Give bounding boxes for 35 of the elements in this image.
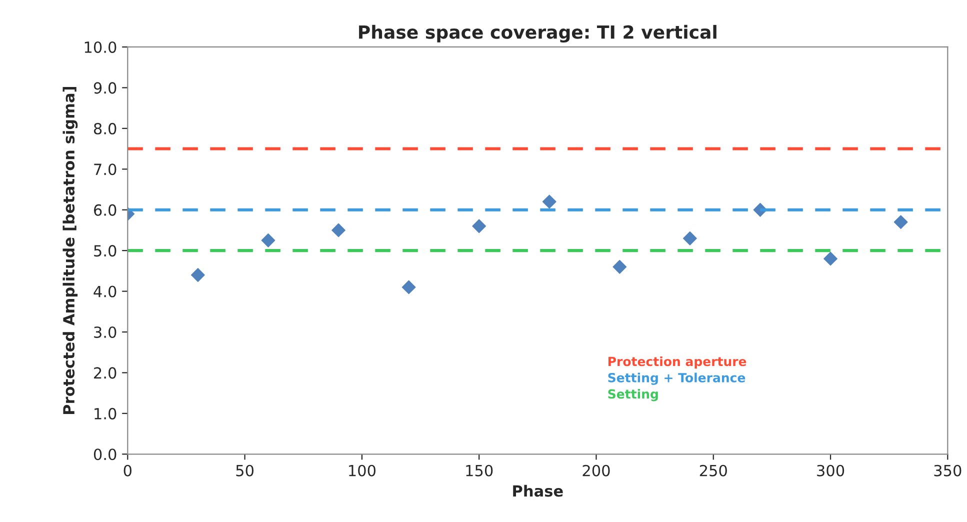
y-tick-label: 2.0	[94, 367, 116, 379]
x-axis-title: Phase	[513, 484, 563, 497]
y-tick-label: 6.0	[94, 204, 116, 216]
point	[472, 219, 486, 234]
point	[682, 231, 697, 246]
point	[824, 252, 838, 266]
x-tick-label: 200	[582, 464, 610, 476]
y-tick-label: 7.0	[94, 164, 116, 176]
chart-title: Phase space coverage: TI 2 vertical	[359, 24, 716, 43]
y-tick-label: 4.0	[94, 286, 116, 298]
y-tick-label: 8.0	[94, 122, 116, 134]
ref-line-label: Protection aperture	[608, 356, 746, 369]
x-tick-label: 50	[236, 464, 254, 476]
ref-line-label: Setting + Tolerance	[608, 372, 746, 385]
x-tick-label: 300	[817, 464, 844, 476]
point	[542, 194, 556, 209]
x-tick-label: 350	[934, 464, 962, 476]
y-tick-label: 9.0	[94, 82, 116, 94]
point	[612, 260, 627, 274]
point	[402, 280, 416, 294]
x-tick-label: 100	[349, 464, 376, 476]
y-axis-title: Protected Amplitude [betatron sigma]	[62, 87, 78, 414]
y-tick-label: 3.0	[94, 326, 116, 338]
point	[261, 233, 276, 248]
y-tick-label: 10.0	[84, 41, 116, 53]
x-tick-label: 150	[466, 464, 493, 476]
y-tick-label: 0.0	[94, 448, 116, 460]
x-tick-label: 250	[700, 464, 727, 476]
ref-line-label: Setting	[608, 389, 658, 402]
point	[190, 268, 205, 282]
point	[332, 223, 346, 238]
point	[894, 215, 908, 230]
y-tick-label: 1.0	[94, 408, 116, 420]
y-tick-label: 5.0	[94, 245, 116, 257]
x-tick-label: 0	[124, 464, 132, 476]
